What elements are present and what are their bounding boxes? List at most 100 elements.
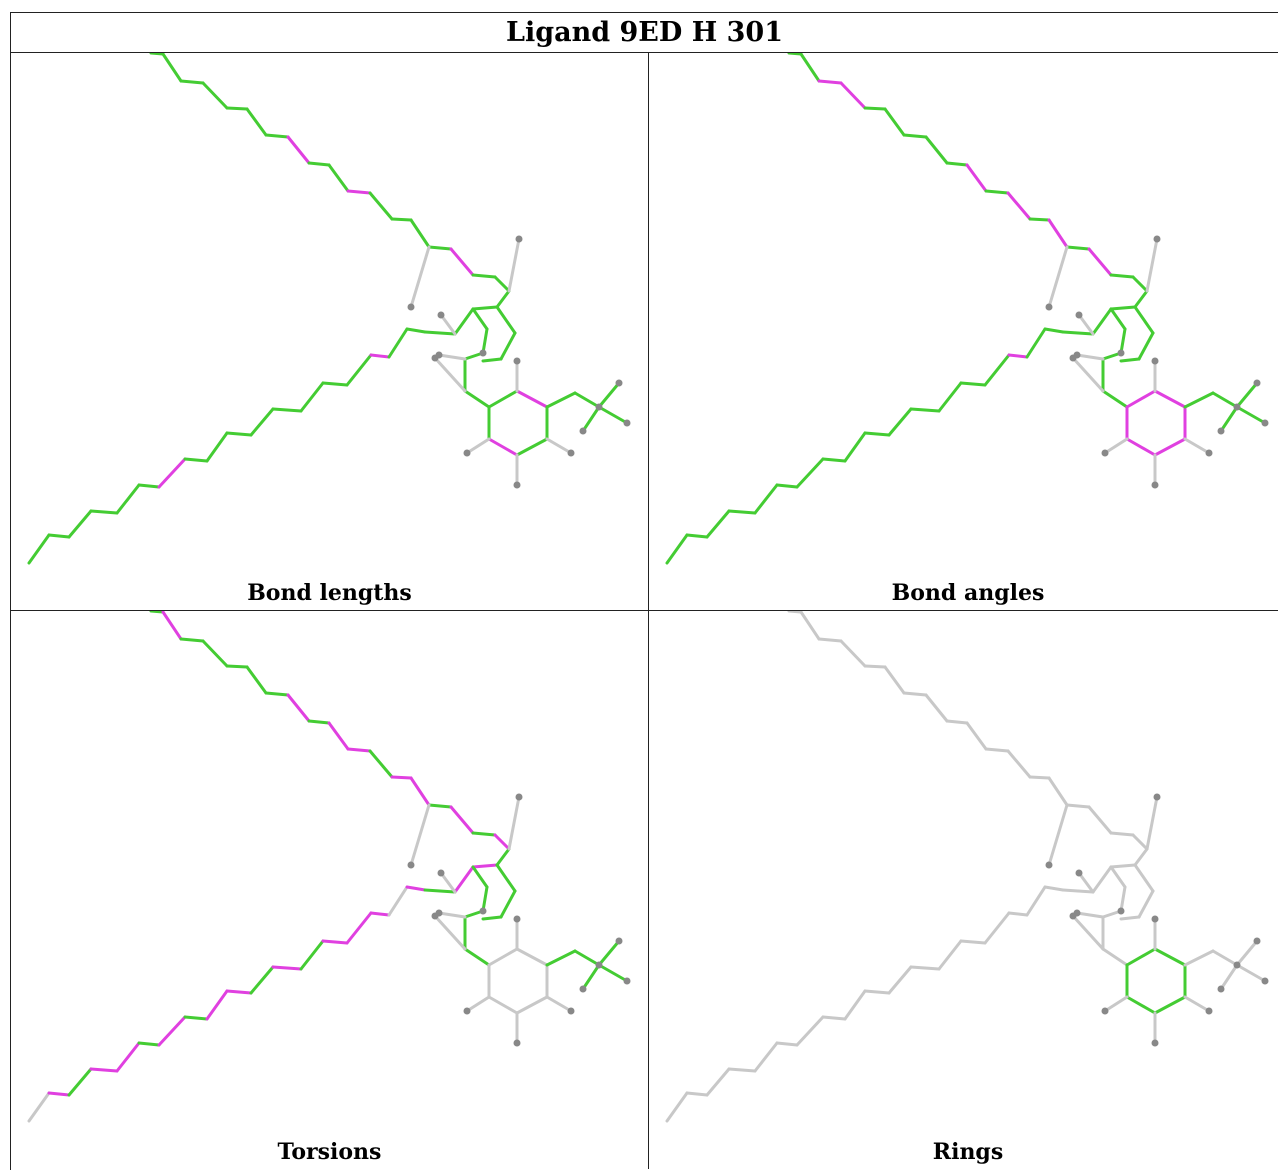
substituent-bond bbox=[1219, 963, 1239, 991]
lower-chain-bond bbox=[1007, 353, 1029, 359]
lower-chain-bond bbox=[115, 483, 141, 515]
panel-rings: Rings bbox=[649, 611, 1278, 1169]
lower-chain-bond bbox=[727, 1067, 757, 1073]
lower-chain-bond bbox=[959, 939, 987, 945]
linker-bond bbox=[1101, 389, 1129, 409]
hydrogen-bond-stub bbox=[433, 356, 467, 393]
substituent-bond bbox=[597, 381, 621, 409]
upper-chain-bond bbox=[1047, 218, 1069, 249]
hydrogen-atom bbox=[435, 351, 443, 359]
upper-chain-bond bbox=[1109, 831, 1135, 837]
linker-bond bbox=[1109, 865, 1127, 889]
substituent-bond bbox=[597, 963, 629, 983]
linker-bond bbox=[471, 865, 489, 889]
carbon-atom bbox=[1233, 961, 1241, 969]
substituent-bond bbox=[573, 949, 601, 967]
figure-table: Ligand 9ED H 301 Bond lengths Bond angle… bbox=[10, 12, 1278, 1170]
upper-chain-bond bbox=[471, 831, 497, 837]
carbon-atom bbox=[595, 403, 603, 411]
upper-chain-bond bbox=[787, 611, 803, 614]
hydrogen-bond-stub bbox=[1077, 313, 1095, 336]
lower-chain-bond bbox=[1091, 307, 1113, 336]
ring-bond bbox=[487, 389, 519, 409]
upper-chain-bond bbox=[1131, 833, 1149, 851]
hydrogen-atom bbox=[437, 869, 445, 877]
lower-chain-bond bbox=[1109, 863, 1137, 869]
upper-chain-bond bbox=[1109, 273, 1135, 279]
hydrogen-atom bbox=[437, 311, 445, 319]
linker-bond bbox=[1119, 357, 1141, 363]
upper-chain-bond bbox=[179, 79, 205, 85]
lower-chain-bond bbox=[137, 483, 161, 489]
panel-caption: Torsions bbox=[277, 1139, 382, 1165]
lower-chain-bond bbox=[795, 1015, 825, 1047]
hydrogen-atom bbox=[1261, 977, 1269, 985]
upper-chain-bond bbox=[327, 163, 350, 193]
upper-chain-bond bbox=[883, 107, 906, 137]
lower-chain-bond bbox=[685, 533, 709, 539]
hydrogen-bond-stub bbox=[439, 313, 457, 336]
lower-chain-bond bbox=[387, 327, 409, 359]
lower-chain-bond bbox=[887, 965, 913, 995]
ring-bond bbox=[487, 995, 519, 1015]
hydrogen-atom bbox=[515, 793, 523, 801]
upper-chain-bond bbox=[346, 189, 372, 195]
upper-chain-bond bbox=[1006, 191, 1032, 221]
ring-bond bbox=[1125, 947, 1157, 967]
lower-chain-bond bbox=[1043, 327, 1065, 334]
upper-chain-bond bbox=[427, 803, 453, 809]
hydrogen-bond-stub bbox=[439, 871, 457, 894]
hydrogen-atom bbox=[579, 427, 587, 435]
hydrogen-atom bbox=[1217, 985, 1225, 993]
upper-chain-bond bbox=[201, 81, 229, 110]
hydrogen-bond-stub bbox=[1071, 356, 1105, 393]
lower-chain-bond bbox=[345, 911, 373, 945]
linker-bond bbox=[481, 915, 503, 921]
hydrogen-atom bbox=[515, 235, 523, 243]
substituent-bond bbox=[573, 391, 601, 409]
ring-bond bbox=[515, 389, 549, 409]
hydrogen-bond-stub bbox=[1075, 353, 1105, 361]
linker-bond bbox=[1109, 307, 1127, 331]
panel-caption: Bond lengths bbox=[247, 580, 412, 606]
linker-bond bbox=[463, 389, 491, 409]
linker-bond bbox=[1119, 885, 1127, 913]
ring-bond bbox=[515, 437, 549, 457]
lower-chain-bond bbox=[387, 885, 409, 917]
upper-chain-bond bbox=[883, 665, 906, 695]
substituent-bond bbox=[581, 405, 601, 433]
lower-chain-bond bbox=[47, 533, 71, 539]
lower-chain-bond bbox=[887, 407, 913, 437]
substituent-bond bbox=[597, 405, 629, 425]
hydrogen-bond-stub bbox=[1047, 245, 1069, 309]
substituent-bond bbox=[1235, 939, 1259, 967]
hydrogen-bond-stub bbox=[1103, 995, 1129, 1013]
lower-chain-bond bbox=[67, 509, 93, 539]
hydrogen-atom bbox=[1151, 915, 1159, 923]
substituent-bond bbox=[1211, 949, 1239, 967]
lower-chain-bond bbox=[863, 431, 891, 437]
lower-chain-bond bbox=[937, 381, 963, 413]
upper-chain-bond bbox=[945, 719, 969, 725]
upper-chain-bond bbox=[201, 639, 229, 668]
upper-chain-bond bbox=[817, 79, 843, 85]
panel-torsions: Torsions bbox=[11, 611, 649, 1169]
lower-chain-bond bbox=[183, 1015, 209, 1021]
lower-chain-bond bbox=[345, 353, 373, 387]
hydrogen-bond-stub bbox=[465, 437, 491, 455]
hydrogen-atom bbox=[1075, 311, 1083, 319]
lower-chain-bond bbox=[299, 381, 325, 413]
lower-chain-bond bbox=[1061, 330, 1095, 336]
upper-chain-bond bbox=[799, 611, 821, 641]
ring-bond bbox=[1125, 389, 1157, 409]
upper-chain-bond bbox=[1087, 805, 1113, 835]
lower-chain-bond bbox=[89, 1067, 119, 1073]
upper-chain-bond bbox=[307, 161, 331, 167]
linker-bond bbox=[495, 305, 517, 335]
ring-bond bbox=[1125, 995, 1157, 1015]
linker-bond bbox=[463, 947, 491, 967]
ring-bond bbox=[1153, 947, 1187, 967]
hydrogen-atom bbox=[1101, 449, 1109, 457]
hydrogen-bond-stub bbox=[1077, 871, 1095, 894]
lower-chain-bond bbox=[665, 533, 689, 565]
